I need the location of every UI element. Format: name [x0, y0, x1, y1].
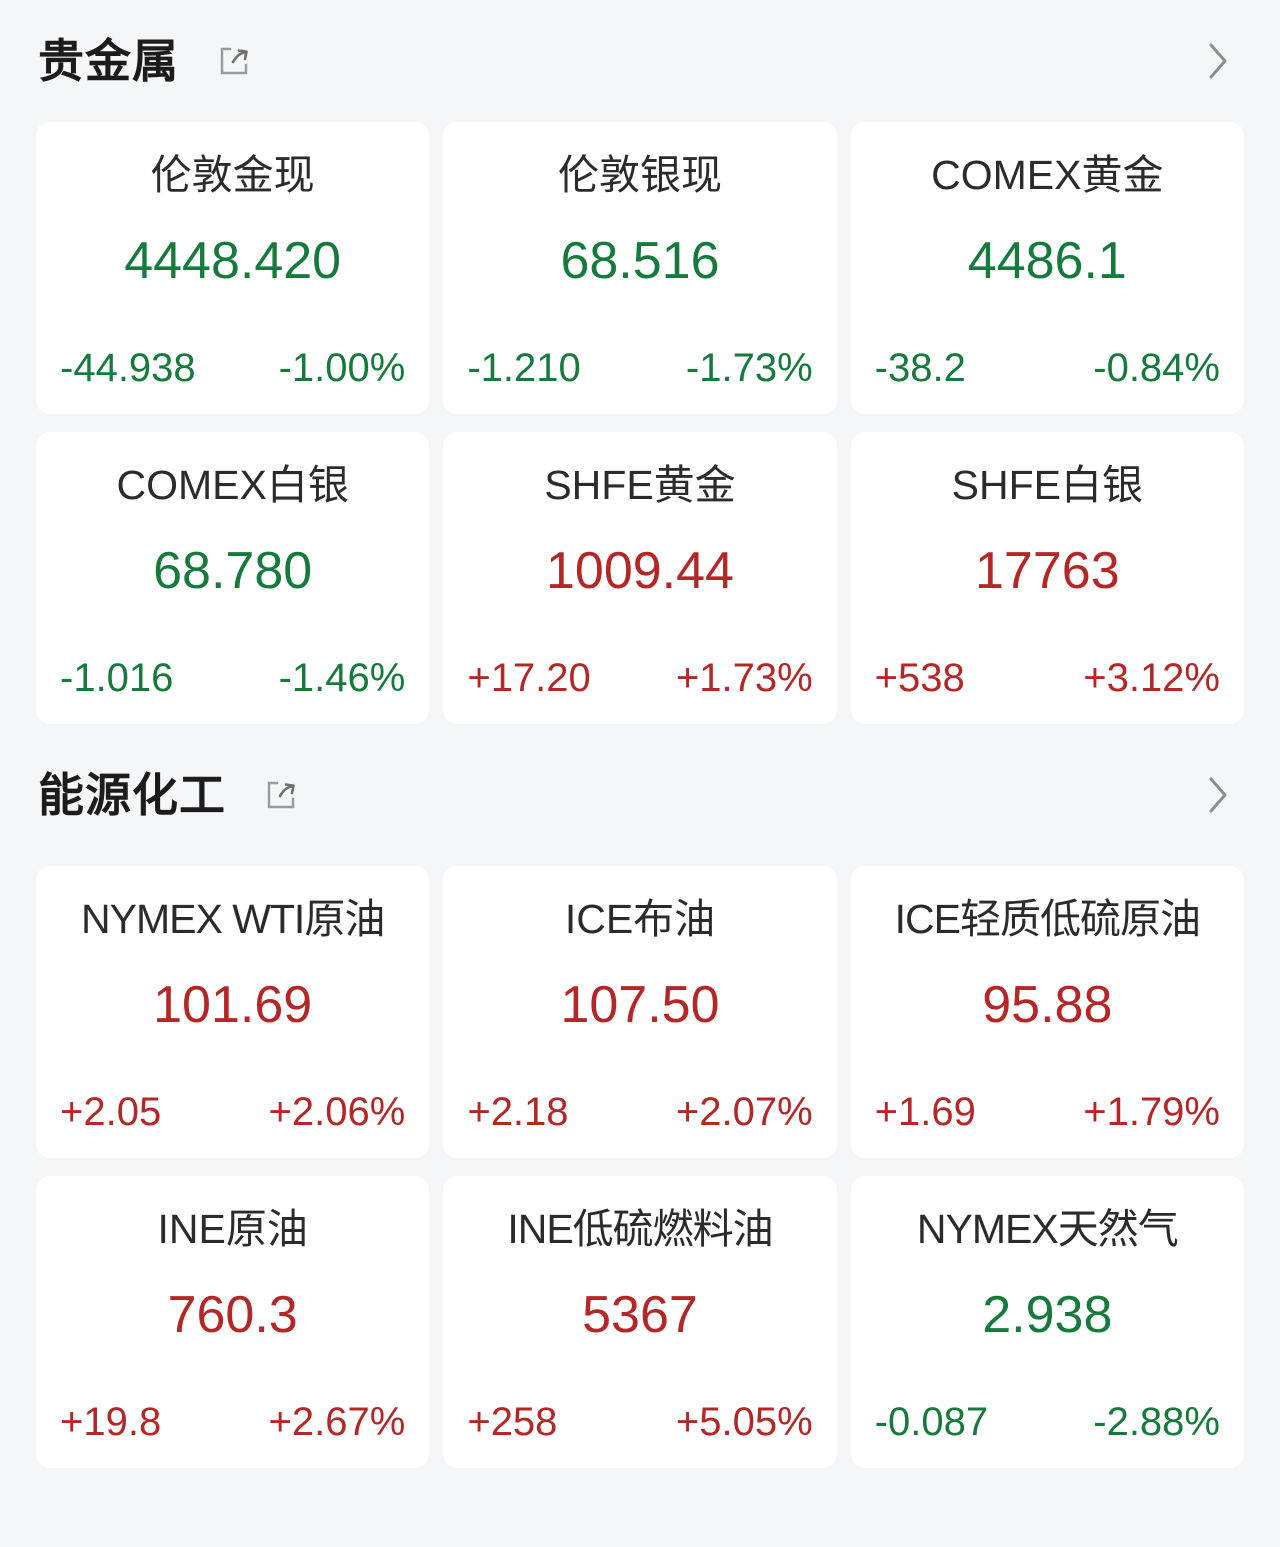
quote-change: -1.210 [467, 346, 581, 390]
quote-change: -0.087 [874, 1400, 989, 1444]
quote-card[interactable]: 伦敦银现 68.516 -1.210 -1.73% [443, 122, 837, 414]
quote-deltas: -1.016 -1.46% [54, 658, 411, 698]
quote-card[interactable]: 伦敦金现 4448.420 -44.938 -1.00% [36, 122, 430, 414]
quote-percent: +5.05% [675, 1400, 813, 1444]
quote-card[interactable]: SHFE白银 17763 +538 +3.12% [850, 432, 1244, 724]
quote-price: 1009.44 [546, 542, 734, 601]
quote-name: SHFE白银 [951, 462, 1143, 508]
quote-deltas: +1.69 +1.79% [869, 1092, 1226, 1132]
quote-percent: +1.79% [1083, 1090, 1220, 1134]
quote-deltas: +17.20 +1.73% [461, 658, 818, 698]
quote-price: 68.516 [560, 232, 720, 291]
section-title: 能源化工 [38, 769, 226, 821]
quote-price: 4448.420 [124, 232, 342, 291]
quote-name: SHFE黄金 [544, 462, 736, 508]
quote-price: 101.69 [153, 976, 313, 1035]
quote-card[interactable]: COMEX白银 68.780 -1.016 -1.46% [36, 432, 430, 724]
quote-percent: +2.06% [268, 1090, 406, 1134]
section-header-energy-chemicals: 能源化工 [36, 724, 1244, 866]
quote-card[interactable]: ICE轻质低硫原油 95.88 +1.69 +1.79% [850, 866, 1244, 1158]
section-header-precious-metals: 贵金属 [36, 0, 1244, 122]
quote-card[interactable]: INE原油 760.3 +19.8 +2.67% [36, 1176, 430, 1468]
quote-name: COMEX白银 [116, 462, 349, 508]
quote-change: +19.8 [60, 1400, 162, 1444]
section-title: 贵金属 [38, 35, 179, 87]
quote-name: NYMEX WTI原油 [81, 896, 385, 942]
quote-deltas: +258 +5.05% [461, 1402, 818, 1442]
quote-deltas: +19.8 +2.67% [54, 1402, 411, 1442]
quote-change: +258 [467, 1400, 558, 1444]
quote-percent: +2.07% [675, 1090, 813, 1134]
quote-change: +2.05 [60, 1090, 162, 1134]
quote-name: ICE布油 [564, 896, 716, 942]
quote-change: -38.2 [874, 346, 966, 390]
quote-price: 2.938 [982, 1286, 1113, 1345]
quote-deltas: -44.938 -1.00% [54, 348, 411, 388]
quote-price: 17763 [975, 542, 1120, 601]
quote-deltas: -38.2 -0.84% [869, 348, 1226, 388]
quote-price: 95.88 [982, 976, 1113, 1035]
quote-name: NYMEX天然气 [916, 1206, 1179, 1252]
quote-deltas: +2.05 +2.06% [54, 1092, 411, 1132]
quote-percent: -2.88% [1093, 1400, 1220, 1444]
quote-deltas: -1.210 -1.73% [461, 348, 818, 388]
quote-percent: +1.73% [675, 656, 813, 700]
quote-name: 伦敦金现 [150, 152, 315, 198]
quote-change: -44.938 [60, 346, 196, 390]
quote-grid-energy-chemicals: NYMEX WTI原油 101.69 +2.05 +2.06% ICE布油 10… [36, 866, 1244, 1468]
quote-grid-precious-metals: 伦敦金现 4448.420 -44.938 -1.00% 伦敦银现 68.516… [36, 122, 1244, 724]
quote-card[interactable]: ICE布油 107.50 +2.18 +2.07% [443, 866, 837, 1158]
quote-card[interactable]: SHFE黄金 1009.44 +17.20 +1.73% [443, 432, 837, 724]
quote-deltas: -0.087 -2.88% [869, 1402, 1226, 1442]
quote-price: 760.3 [167, 1286, 298, 1345]
quote-price: 5367 [582, 1286, 698, 1345]
quote-change: +538 [874, 656, 965, 700]
chevron-right-icon[interactable] [1198, 772, 1238, 818]
quote-percent: -1.46% [278, 656, 406, 700]
quote-deltas: +2.18 +2.07% [461, 1092, 818, 1132]
share-external-icon[interactable] [213, 40, 255, 82]
quote-name: INE低硫燃料油 [507, 1206, 773, 1252]
chevron-right-icon[interactable] [1198, 38, 1238, 84]
quote-price: 4486.1 [967, 232, 1127, 291]
quote-change: +17.20 [467, 656, 591, 700]
quote-name: COMEX黄金 [931, 152, 1164, 198]
quote-percent: -1.00% [278, 346, 406, 390]
quote-deltas: +538 +3.12% [869, 658, 1226, 698]
quote-price: 107.50 [560, 976, 720, 1035]
quote-name: 伦敦银现 [557, 152, 722, 198]
quote-card[interactable]: NYMEX天然气 2.938 -0.087 -2.88% [850, 1176, 1244, 1468]
quote-percent: -1.73% [685, 346, 813, 390]
quote-percent: +2.67% [268, 1400, 406, 1444]
share-external-icon[interactable] [260, 774, 302, 816]
quote-price: 68.780 [153, 542, 313, 601]
quote-change: -1.016 [60, 656, 174, 700]
quote-change: +1.69 [874, 1090, 976, 1134]
quote-card[interactable]: INE低硫燃料油 5367 +258 +5.05% [443, 1176, 837, 1468]
quote-name: INE原油 [157, 1206, 308, 1252]
quote-change: +2.18 [467, 1090, 569, 1134]
quote-card[interactable]: NYMEX WTI原油 101.69 +2.05 +2.06% [36, 866, 430, 1158]
quote-percent: +3.12% [1083, 656, 1220, 700]
quote-percent: -0.84% [1093, 346, 1220, 390]
quote-card[interactable]: COMEX黄金 4486.1 -38.2 -0.84% [850, 122, 1244, 414]
quote-name: ICE轻质低硫原油 [894, 896, 1201, 942]
